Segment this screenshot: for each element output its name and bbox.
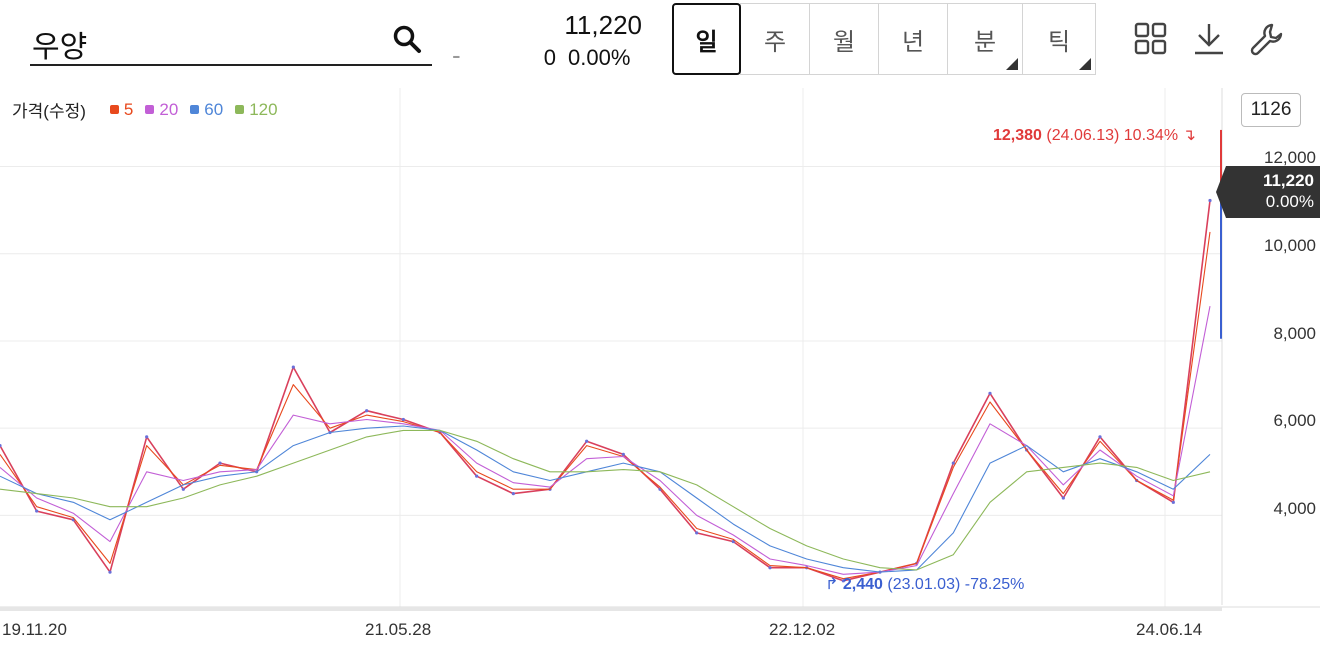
price-point bbox=[988, 391, 992, 395]
price-point bbox=[1208, 198, 1212, 203]
y-tick-label: 6,000 bbox=[1273, 411, 1316, 430]
wrench-icon[interactable] bbox=[1250, 22, 1284, 56]
legend-item-ma60[interactable]: 60 bbox=[190, 100, 223, 120]
price-point bbox=[1171, 500, 1175, 504]
price-point bbox=[181, 487, 185, 491]
legend-title: 가격(수정) bbox=[12, 102, 86, 121]
y-tick-label: 10,000 bbox=[1264, 236, 1316, 255]
legend-swatch bbox=[190, 105, 200, 114]
period-minute-tab[interactable]: 분 bbox=[947, 3, 1023, 75]
x-tick-label: 22.12.02 bbox=[769, 620, 836, 639]
tag-percent: 0.00% bbox=[1265, 192, 1314, 211]
tag-price: 11,220 bbox=[1262, 171, 1314, 190]
legend-item-ma20[interactable]: 20 bbox=[145, 100, 178, 120]
change-value: 0 bbox=[543, 45, 556, 70]
price-point bbox=[365, 409, 369, 413]
search-input[interactable]: 우양 bbox=[32, 31, 88, 64]
search-icon[interactable] bbox=[392, 24, 422, 54]
period-month-tab[interactable]: 월 bbox=[809, 3, 879, 75]
price-point bbox=[145, 435, 149, 439]
period-label: 틱 bbox=[1047, 28, 1071, 56]
current-price-tag: 11,220 0.00% bbox=[1216, 166, 1320, 218]
high-detail: (24.06.13) 10.34% bbox=[1046, 127, 1179, 144]
arrow-down-icon: ↴ bbox=[1182, 127, 1196, 144]
y-tick-label: 12,000 bbox=[1264, 148, 1316, 167]
legend-item-ma120[interactable]: 120 bbox=[235, 99, 278, 120]
legend-swatch bbox=[109, 105, 119, 114]
period-label: 년 bbox=[901, 28, 925, 56]
price-point bbox=[475, 474, 479, 478]
dropdown-corner-icon bbox=[1006, 58, 1018, 70]
legend-label: 60 bbox=[204, 99, 224, 119]
legend-item-ma5[interactable]: 5 bbox=[109, 99, 134, 120]
period-tick-tab[interactable]: 틱 bbox=[1022, 3, 1096, 75]
x-tick-label: 19.11.20 bbox=[2, 620, 67, 639]
price-point bbox=[218, 461, 222, 465]
arrow-up-icon: ↱ bbox=[825, 576, 839, 593]
chart-legend: 가격(수정) 5 20 60 120 bbox=[12, 97, 290, 122]
legend-label: 120 bbox=[249, 99, 278, 119]
price-point bbox=[1061, 496, 1065, 500]
price-point bbox=[695, 531, 699, 535]
y-tick-label: 4,000 bbox=[1273, 499, 1316, 518]
low-detail: (23.01.03) -78.25% bbox=[887, 576, 1025, 593]
price-point bbox=[621, 452, 625, 456]
price-point bbox=[511, 492, 515, 496]
series-line-ma20 bbox=[0, 305, 1211, 575]
high-price-marker: 12,380 (24.06.13) 10.34% ↴ bbox=[993, 125, 1196, 145]
price-point bbox=[841, 579, 845, 583]
legend-label: 5 bbox=[123, 99, 134, 119]
legend-swatch bbox=[145, 105, 155, 114]
layout-grid-icon[interactable] bbox=[1134, 22, 1168, 56]
price-point bbox=[291, 365, 295, 369]
price-point bbox=[108, 570, 112, 574]
dropdown-corner-icon bbox=[1079, 58, 1091, 70]
stock-search-field[interactable]: 우양 bbox=[30, 14, 432, 66]
period-day-tab[interactable]: 일 bbox=[672, 3, 741, 75]
y-tick-label: 8,000 bbox=[1273, 324, 1316, 343]
period-label: 일 bbox=[695, 28, 718, 56]
x-tick-label: 21.05.28 bbox=[365, 620, 432, 639]
series-line-price bbox=[0, 200, 1211, 582]
change-percent: 0.00% bbox=[568, 45, 631, 70]
scroll-track bbox=[0, 607, 1222, 611]
period-label: 월 bbox=[832, 28, 856, 56]
price-change: 0 0.00% bbox=[540, 45, 631, 71]
period-label: 주 bbox=[763, 28, 787, 56]
period-label: 분 bbox=[973, 28, 997, 56]
legend-swatch bbox=[235, 105, 245, 114]
price-point bbox=[768, 566, 772, 570]
legend-label: 20 bbox=[159, 99, 179, 119]
price-point bbox=[1098, 435, 1102, 439]
series-line-ma5 bbox=[0, 231, 1211, 580]
low-price: 2,440 bbox=[842, 576, 883, 593]
price-point bbox=[951, 461, 955, 465]
x-tick-label: 24.06.14 bbox=[1136, 620, 1203, 639]
price-point bbox=[35, 509, 39, 513]
price-point bbox=[585, 439, 589, 443]
period-week-tab[interactable]: 주 bbox=[740, 3, 810, 75]
price-point bbox=[0, 444, 2, 448]
download-icon[interactable] bbox=[1192, 22, 1226, 56]
price-point bbox=[731, 539, 735, 544]
price-point bbox=[401, 417, 405, 422]
period-year-tab[interactable]: 년 bbox=[878, 3, 948, 75]
high-price: 12,380 bbox=[993, 127, 1042, 144]
price-chart[interactable] bbox=[0, 86, 1320, 646]
current-price: 11,220 bbox=[564, 10, 642, 40]
series-line-ma60 bbox=[0, 425, 1211, 573]
series-line-ma120 bbox=[0, 429, 1211, 571]
period-selector: 일 주 월 년 분 틱 bbox=[672, 3, 1096, 75]
low-price-marker: ↱ 2,440 (23.01.03) -78.25% bbox=[825, 574, 1024, 594]
separator-dash: - bbox=[452, 40, 461, 70]
zoom-count-box[interactable]: 1126 bbox=[1241, 93, 1301, 127]
